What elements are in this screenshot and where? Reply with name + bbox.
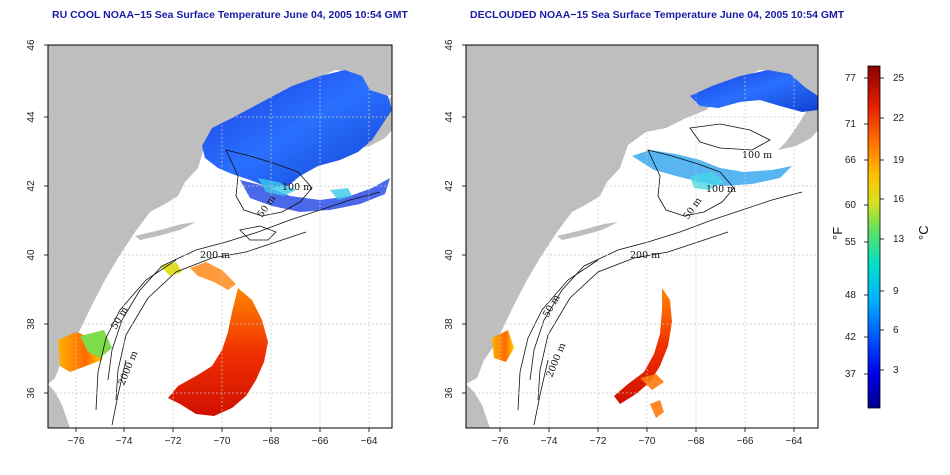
fahrenheit-tick: 37 — [845, 369, 857, 380]
fahrenheit-tick: 42 — [845, 332, 857, 343]
contour-label: 100 m — [742, 150, 772, 161]
celsius-tick: 6 — [893, 325, 899, 336]
land-nova-scotia — [778, 95, 818, 150]
sst-cyan-patches — [258, 178, 352, 200]
celsius-tick: 19 — [893, 155, 905, 166]
y-tick-label: 46 — [444, 39, 455, 51]
fahrenheit-tick: 48 — [845, 290, 857, 301]
sst-warm-orange-fringe — [190, 262, 236, 290]
x-tick-label: −74 — [116, 436, 133, 447]
x-tick-label: −64 — [786, 436, 803, 447]
graticule — [48, 45, 392, 428]
contour-label: 200 m — [200, 250, 230, 261]
map-frame-left — [47, 44, 393, 429]
fahrenheit-tick: 55 — [845, 237, 857, 248]
colorbar: 77 71 66 60 55 48 42 37 25 22 19 16 13 9 6 3 °F °C — [830, 65, 931, 409]
sst-warm-gulf-stream — [168, 288, 268, 416]
celsius-tick: 13 — [893, 234, 905, 245]
land-northeast — [466, 45, 818, 384]
fahrenheit-tick: 77 — [845, 73, 857, 84]
land-long-island — [557, 222, 618, 240]
celsius-tick: 9 — [893, 286, 899, 297]
land-delmarva — [48, 384, 70, 428]
x-tick-label: −68 — [263, 436, 280, 447]
celsius-tick: 16 — [893, 194, 905, 205]
sst-cyan-light — [690, 172, 724, 190]
x-tick-label: −64 — [361, 436, 378, 447]
x-tick-label: −72 — [590, 436, 607, 447]
fahrenheit-label: °F — [830, 227, 845, 240]
fahrenheit-tick: 60 — [845, 200, 857, 211]
sst-cold-gulf-of-maine — [690, 70, 818, 112]
x-tick-label: −66 — [737, 436, 754, 447]
x-tick-label: −70 — [639, 436, 656, 447]
sst-cyan-patches — [632, 150, 792, 186]
y-tick-label: 42 — [444, 180, 455, 192]
contour-label: 200 m — [630, 250, 660, 261]
land-delmarva — [466, 384, 490, 428]
y-tick-label: 42 — [26, 180, 37, 192]
right-panel-title: DECLOUDED NOAA−15 Sea Surface Temperatur… — [470, 9, 845, 21]
y-tick-label: 44 — [26, 111, 37, 123]
left-panel-title: RU COOL NOAA−15 Sea Surface Temperature … — [52, 9, 408, 21]
y-tick-label: 38 — [26, 318, 37, 330]
axis-ticks: −76 −74 −72 −70 −68 −66 −64 46 44 42 40 38 36 −76 −74 −… — [26, 39, 803, 447]
sst-coastal-warm — [492, 330, 514, 362]
map-frame-right — [465, 44, 819, 429]
graticule — [466, 45, 818, 428]
land-nova-scotia — [352, 95, 392, 150]
land-long-island — [135, 222, 196, 240]
sst-yellow-blob — [160, 262, 182, 276]
celsius-label: °C — [916, 225, 931, 240]
x-tick-label: −70 — [214, 436, 231, 447]
map-panel-right: 100 m 100 m 50 m 200 m 50 m 2000 m — [465, 44, 819, 429]
bathymetry-contours — [517, 123, 803, 426]
sst-warm-fragments — [640, 374, 664, 418]
x-tick-label: −76 — [68, 436, 85, 447]
y-tick-label: 44 — [444, 111, 455, 123]
map-panel-left: 100 m 50 m 200 m 50 m 2000 m — [47, 44, 393, 429]
bathymetry-contours — [95, 149, 381, 426]
y-tick-label: 36 — [26, 387, 37, 399]
fahrenheit-tick: 66 — [845, 155, 857, 166]
sst-cold-gulf-of-maine — [202, 70, 392, 188]
y-tick-label: 36 — [444, 387, 455, 399]
y-tick-label: 46 — [26, 39, 37, 51]
x-tick-label: −76 — [492, 436, 509, 447]
x-tick-label: −72 — [165, 436, 182, 447]
celsius-tick: 25 — [893, 73, 905, 84]
x-tick-label: −74 — [541, 436, 558, 447]
fahrenheit-tick: 71 — [845, 119, 857, 130]
colorbar-scale — [867, 65, 881, 409]
y-tick-label: 40 — [444, 249, 455, 261]
x-tick-label: −68 — [688, 436, 705, 447]
y-tick-label: 40 — [26, 249, 37, 261]
land-northeast — [48, 45, 392, 384]
contour-label: 100 m — [706, 184, 736, 195]
sst-cold-fragments — [240, 178, 390, 212]
celsius-tick: 22 — [893, 113, 905, 124]
sst-green-shelf — [80, 330, 112, 358]
x-tick-label: −66 — [312, 436, 329, 447]
y-tick-label: 38 — [444, 318, 455, 330]
contour-label: 100 m — [282, 182, 312, 193]
celsius-tick: 3 — [893, 365, 899, 376]
